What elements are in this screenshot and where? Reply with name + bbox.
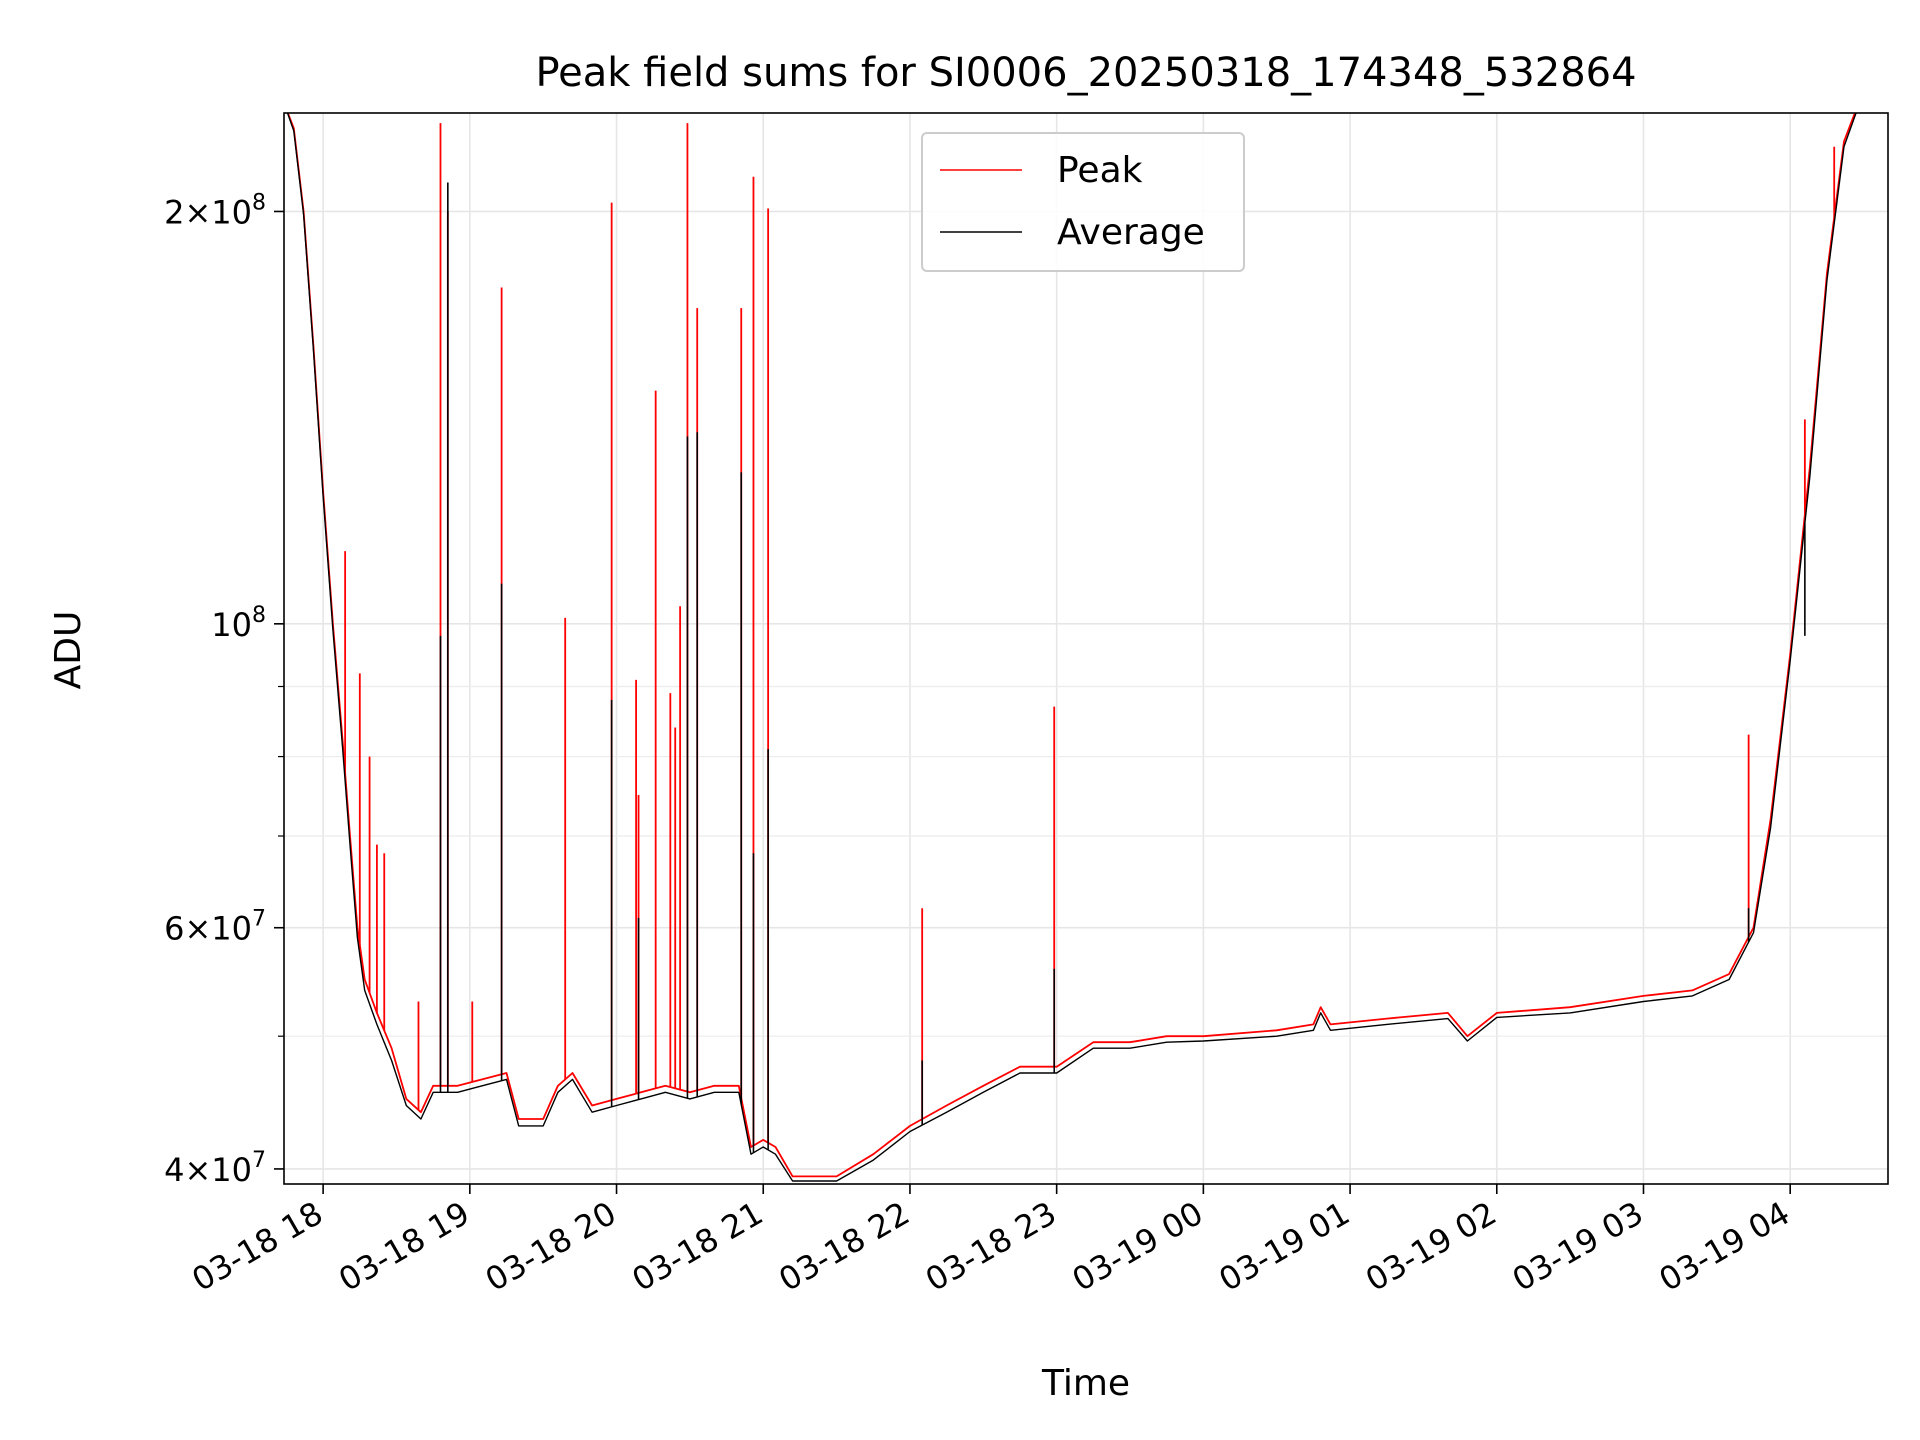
y-tick-label: 108 (211, 603, 266, 644)
y-axis-label: ADU (48, 611, 89, 690)
x-axis-label: Time (1041, 1363, 1130, 1404)
legend-label-average: Average (1057, 212, 1205, 253)
y-tick-label: 4×107 (164, 1148, 266, 1189)
legend-label-peak: Peak (1057, 150, 1143, 191)
plot-frame (283, 112, 1889, 1185)
y-tick-label: 6×107 (164, 907, 266, 948)
legend-box (921, 132, 1245, 272)
chart-title: Peak field sums for SI0006_20250318_1743… (535, 50, 1636, 96)
series-layer (286, 113, 1857, 1182)
y-tick-label: 2×108 (164, 190, 266, 231)
legend: Peak Average (921, 132, 1245, 272)
series-line-peak (286, 113, 1856, 1178)
series-line-average (286, 113, 1857, 1182)
